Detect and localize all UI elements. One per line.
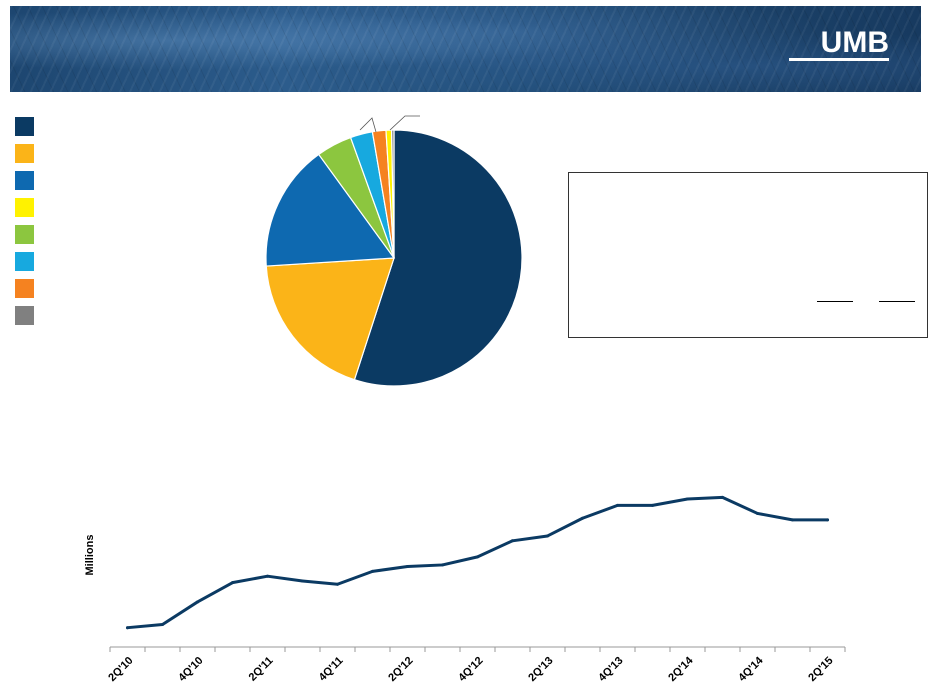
- data-point: [161, 622, 164, 626]
- x-tick-label: 2Q'13: [526, 655, 555, 684]
- data-point: [266, 574, 269, 578]
- pie-slice-0: [353, 129, 523, 387]
- data-point: [231, 581, 234, 585]
- x-tick-label: 2Q'10: [106, 655, 135, 684]
- x-tick-label: 4Q'13: [596, 655, 625, 684]
- data-point: [406, 565, 409, 569]
- info-rule-2: [879, 301, 915, 302]
- data-point: [511, 539, 514, 543]
- series-line: [126, 495, 829, 630]
- data-point: [546, 534, 549, 538]
- data-point: [721, 495, 724, 499]
- pie-leader-1: [359, 117, 377, 133]
- x-tick-label: 4Q'12: [456, 655, 485, 684]
- pie-slice-7: [390, 129, 395, 259]
- legend-swatch-7: [15, 306, 34, 325]
- legend-swatch-0: [15, 117, 34, 136]
- logo-underline: [789, 58, 889, 61]
- data-point: [756, 511, 759, 515]
- data-point: [826, 518, 829, 522]
- data-point: [336, 582, 339, 586]
- data-point: [196, 600, 199, 604]
- legend-swatch-5: [15, 252, 34, 271]
- legend-swatch-3: [15, 198, 34, 217]
- data-point: [476, 555, 479, 559]
- x-tick-label: 2Q'15: [806, 655, 835, 684]
- data-point: [301, 579, 304, 583]
- data-point: [791, 518, 794, 522]
- x-tick-label: 2Q'11: [247, 655, 276, 684]
- legend-swatch-6: [15, 279, 34, 298]
- pie-slice-1: [265, 257, 395, 381]
- x-tick-label: 4Q'11: [317, 655, 346, 684]
- data-point: [686, 497, 689, 501]
- pie-slice-2: [265, 153, 396, 267]
- legend-swatch-2: [15, 171, 34, 190]
- y-axis-label-wrap: Millions: [80, 535, 100, 576]
- info-box: [568, 172, 928, 338]
- data-point: [581, 516, 584, 520]
- data-point: [126, 626, 129, 630]
- x-tick-label: 4Q'14: [736, 654, 766, 684]
- banner-texture: [10, 6, 921, 92]
- x-tick-label: 2Q'12: [386, 655, 415, 684]
- pie-leader-2: [389, 115, 420, 131]
- data-point: [651, 503, 654, 507]
- info-rule-1: [817, 301, 853, 302]
- x-tick-label: 2Q'14: [666, 654, 696, 684]
- data-point: [616, 503, 619, 507]
- x-tick-label: 4Q'10: [176, 655, 205, 684]
- data-point: [441, 563, 444, 567]
- data-point: [371, 569, 374, 573]
- pie-legend: [15, 117, 34, 333]
- header-banner: UMB: [10, 6, 921, 92]
- legend-swatch-1: [15, 144, 34, 163]
- y-axis-label: Millions: [84, 534, 96, 576]
- umb-logo: UMB: [820, 26, 889, 59]
- legend-swatch-4: [15, 225, 34, 244]
